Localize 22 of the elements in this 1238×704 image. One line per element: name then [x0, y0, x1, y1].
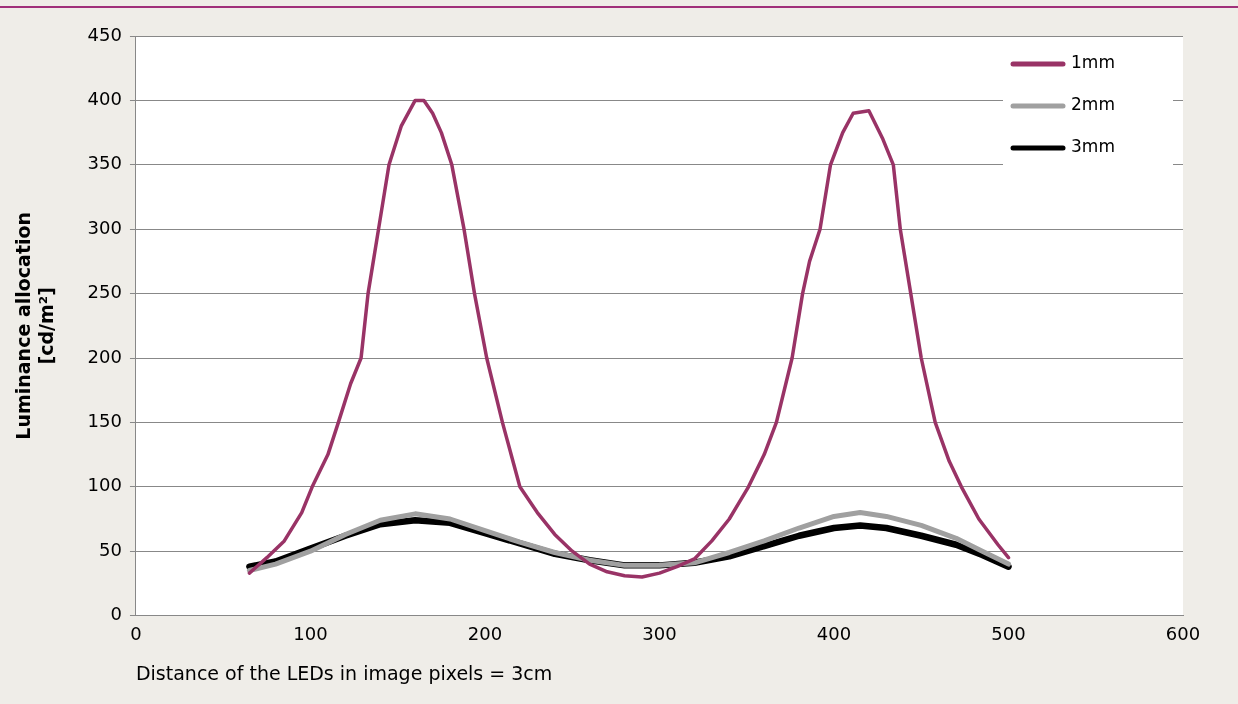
y-axis-title: Luminance allocation [cd/m²]: [12, 211, 58, 440]
x-tick-label: 500: [991, 623, 1026, 645]
legend-label: 3mm: [1071, 136, 1115, 157]
x-tick-label: 100: [293, 623, 328, 645]
y-tick-label: 450: [87, 23, 122, 45]
x-tick-label: 400: [816, 623, 852, 645]
y-tick-label: 50: [99, 538, 122, 560]
y-tick-label: 300: [87, 216, 122, 238]
y-tick-label: 150: [87, 410, 122, 432]
y-tick-label: 400: [87, 88, 122, 110]
x-tick-label: 200: [467, 623, 503, 645]
y-tick-label: 250: [87, 281, 122, 303]
x-axis-title: Distance of the LEDs in image pixels = 3cm: [135, 661, 553, 684]
x-tick-label: 300: [642, 623, 677, 645]
legend-label: 2mm: [1071, 94, 1115, 115]
y-tick-label: 200: [87, 345, 122, 367]
y-tick-label: 0: [110, 603, 122, 625]
legend-label: 1mm: [1071, 52, 1115, 73]
x-tick-label: 600: [1165, 623, 1201, 645]
y-tick-label: 100: [87, 474, 122, 496]
y-tick-label: 350: [87, 152, 122, 174]
x-tick-label: 0: [130, 623, 142, 645]
